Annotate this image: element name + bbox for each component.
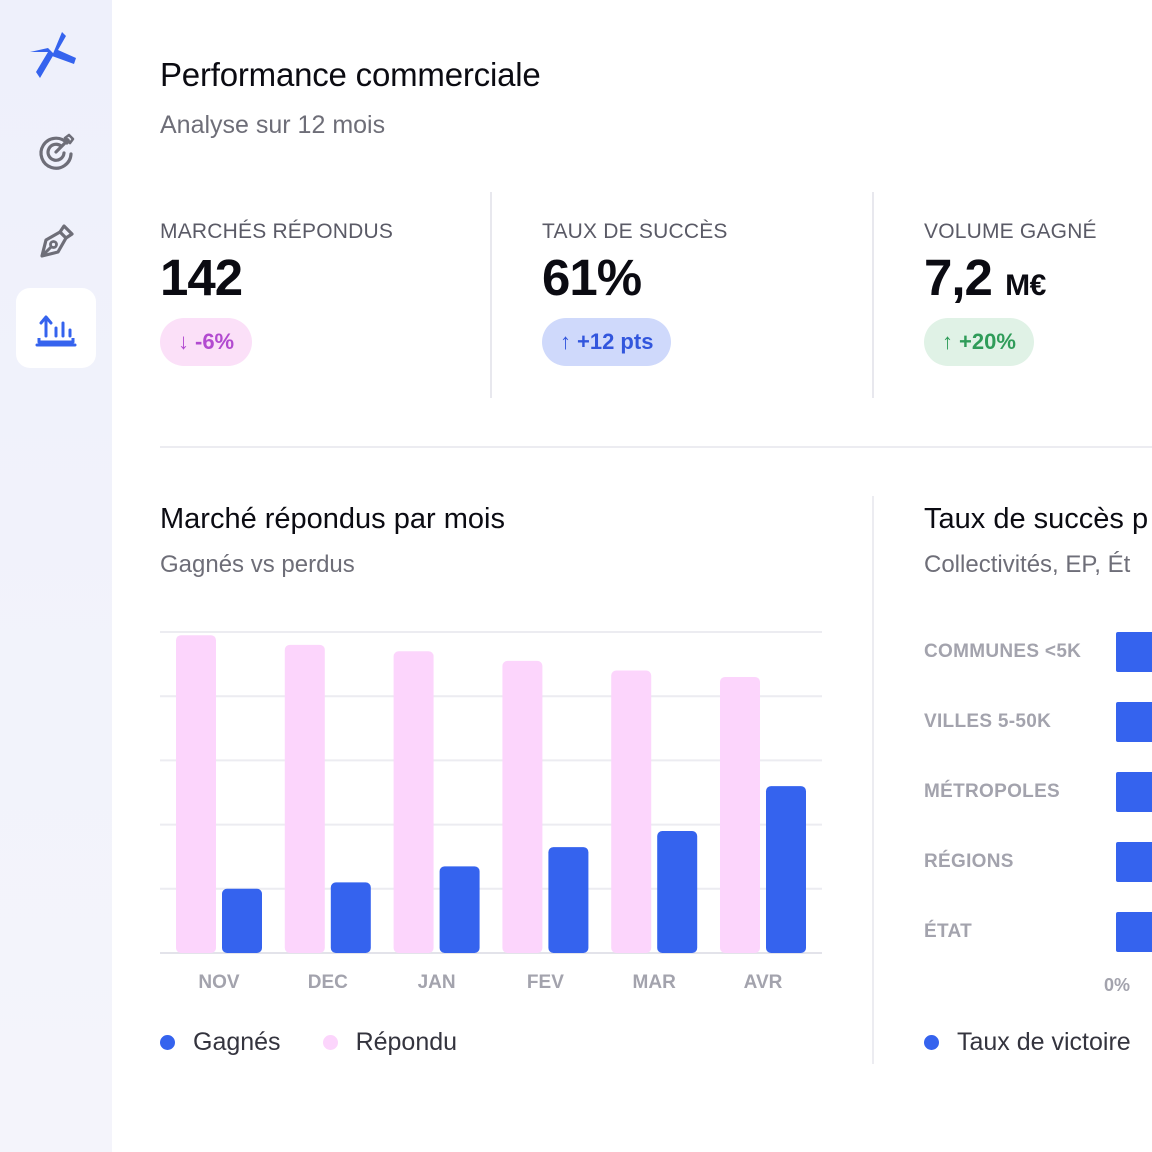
rate-chart-title: Taux de succès p [924,503,1149,535]
legend-label-won: Gagnés [193,1028,281,1056]
kpi-label: VOLUME GAGNÉ [924,220,1097,243]
brand-logo-icon[interactable] [28,30,80,80]
rate-category-label: RÉGIONS [924,851,1014,872]
rate-category-label: VILLES 5-50K [924,711,1052,732]
sidebar-item-analytics[interactable] [16,288,96,368]
rate-bar [1116,772,1152,812]
legend-dot-responded [322,1035,338,1050]
legend-label-responded: Répondu [355,1028,458,1056]
bar-won-avr [766,786,806,953]
kpi-value: 61% [542,249,642,306]
rate-chart-legend: Taux de victoire [924,1028,1131,1057]
rate-category-label: COMMUNES <5K [924,641,1082,662]
bar-chart-legend: Gagnés Répondu [160,1028,457,1057]
kpi-trend-badge: ↓ -6% [160,318,253,366]
bar-won-mar [657,831,698,953]
section-divider [872,496,874,1064]
bar-responded-avr [720,676,760,953]
kpi-card-responded: MARCHÉS RÉPONDUS 142 ↓ -6% [160,192,480,398]
target-icon [39,133,75,170]
sidebar-item-writing[interactable] [16,200,96,280]
arrow-up-icon: ↑ [560,329,571,354]
bar-responded-fev [502,660,543,953]
kpi-trend-badge: ↑ +20% [924,318,1034,366]
kpi-trend-badge: ↑ +12 pts [542,318,672,366]
page-title: Performance commerciale [160,56,541,93]
kpi-value: 142 [160,249,243,306]
sidebar-item-objectives[interactable] [16,112,96,192]
bar-won-jan [439,866,480,953]
bar-responded-mar [611,670,652,953]
pen-nib-icon [40,224,74,258]
bar-chart-title: Marché répondus par mois [160,503,505,535]
rate-bar [1116,632,1152,672]
page-subtitle: Analyse sur 12 mois [160,111,386,139]
bar-won-fev [548,847,589,953]
rate-category-label: MÉTROPOLES [924,781,1061,802]
rate-category-label: ÉTAT [924,921,972,942]
kpi-divider [490,192,492,398]
monthly-bar-chart: NOV DEC JAN FEV MAR AVR [160,631,822,993]
kpi-card-success-rate: TAUX DE SUCCÈS 61% ↑ +12 pts [542,192,862,398]
bar-won-nov [222,888,262,953]
arrow-up-icon: ↑ [942,329,953,354]
kpi-label: MARCHÉS RÉPONDUS [160,220,394,243]
rate-bar [1116,842,1152,882]
legend-dot-rate [924,1035,939,1050]
kpi-value: 7,2 M€ [924,249,1046,306]
arrow-down-icon: ↓ [178,329,189,354]
bar-responded-nov [176,635,216,953]
x-tick-label: MAR [633,972,677,993]
kpi-divider [872,192,874,398]
bar-chart-subtitle: Gagnés vs perdus [160,551,355,578]
bar-won-dec [330,882,371,953]
rate-chart-subtitle: Collectivités, EP, Ét [924,551,1131,578]
kpi-label: TAUX DE SUCCÈS [542,220,728,243]
chart-upload-icon [35,315,77,347]
x-tick-label: DEC [308,972,348,993]
rate-axis-zero-label: 0% [1104,975,1131,995]
rate-bar [1116,702,1152,742]
legend-label-rate: Taux de victoire [957,1028,1131,1056]
x-tick-label: FEV [527,972,564,993]
bar-responded-dec [284,644,325,953]
legend-dot-won [160,1035,175,1050]
sidebar [0,0,112,1152]
kpi-card-volume: VOLUME GAGNÉ 7,2 M€ ↑ +20% [924,192,1152,398]
section-divider [160,446,1152,448]
x-tick-label: NOV [198,972,240,993]
x-tick-label: JAN [418,972,456,993]
x-tick-label: AVR [744,972,783,993]
bar-responded-jan [393,651,434,953]
rate-bar [1116,912,1152,952]
